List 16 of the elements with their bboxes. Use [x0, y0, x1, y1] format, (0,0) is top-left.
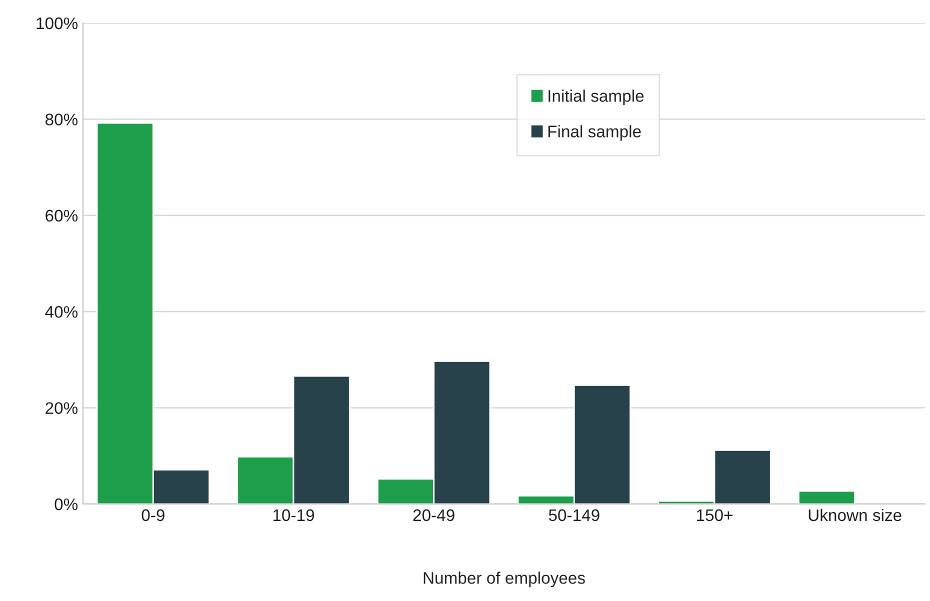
x-axis-title: Number of employees	[424, 572, 585, 588]
y-tick-label: 60%	[46, 210, 78, 222]
x-tick-label: Uknown size	[808, 508, 902, 522]
x-tick-label: 50-149	[548, 509, 600, 522]
bar	[798, 490, 856, 504]
x-tick-label: 0-9	[142, 509, 164, 522]
y-tick-label: 40%	[45, 306, 78, 318]
x-tick-label: 150+	[697, 509, 732, 522]
y-tick-label: 20%	[46, 402, 78, 414]
y-tick-label: 80%	[46, 114, 78, 126]
x-tick-label: 10-19	[273, 509, 314, 522]
y-tick-label: 100%	[36, 17, 78, 30]
y-tick-label: 0%	[54, 498, 78, 510]
legend-label: Final sample	[548, 125, 641, 141]
x-tick-label: 20-49	[413, 509, 454, 522]
legend-label: Initial sample	[548, 90, 644, 106]
